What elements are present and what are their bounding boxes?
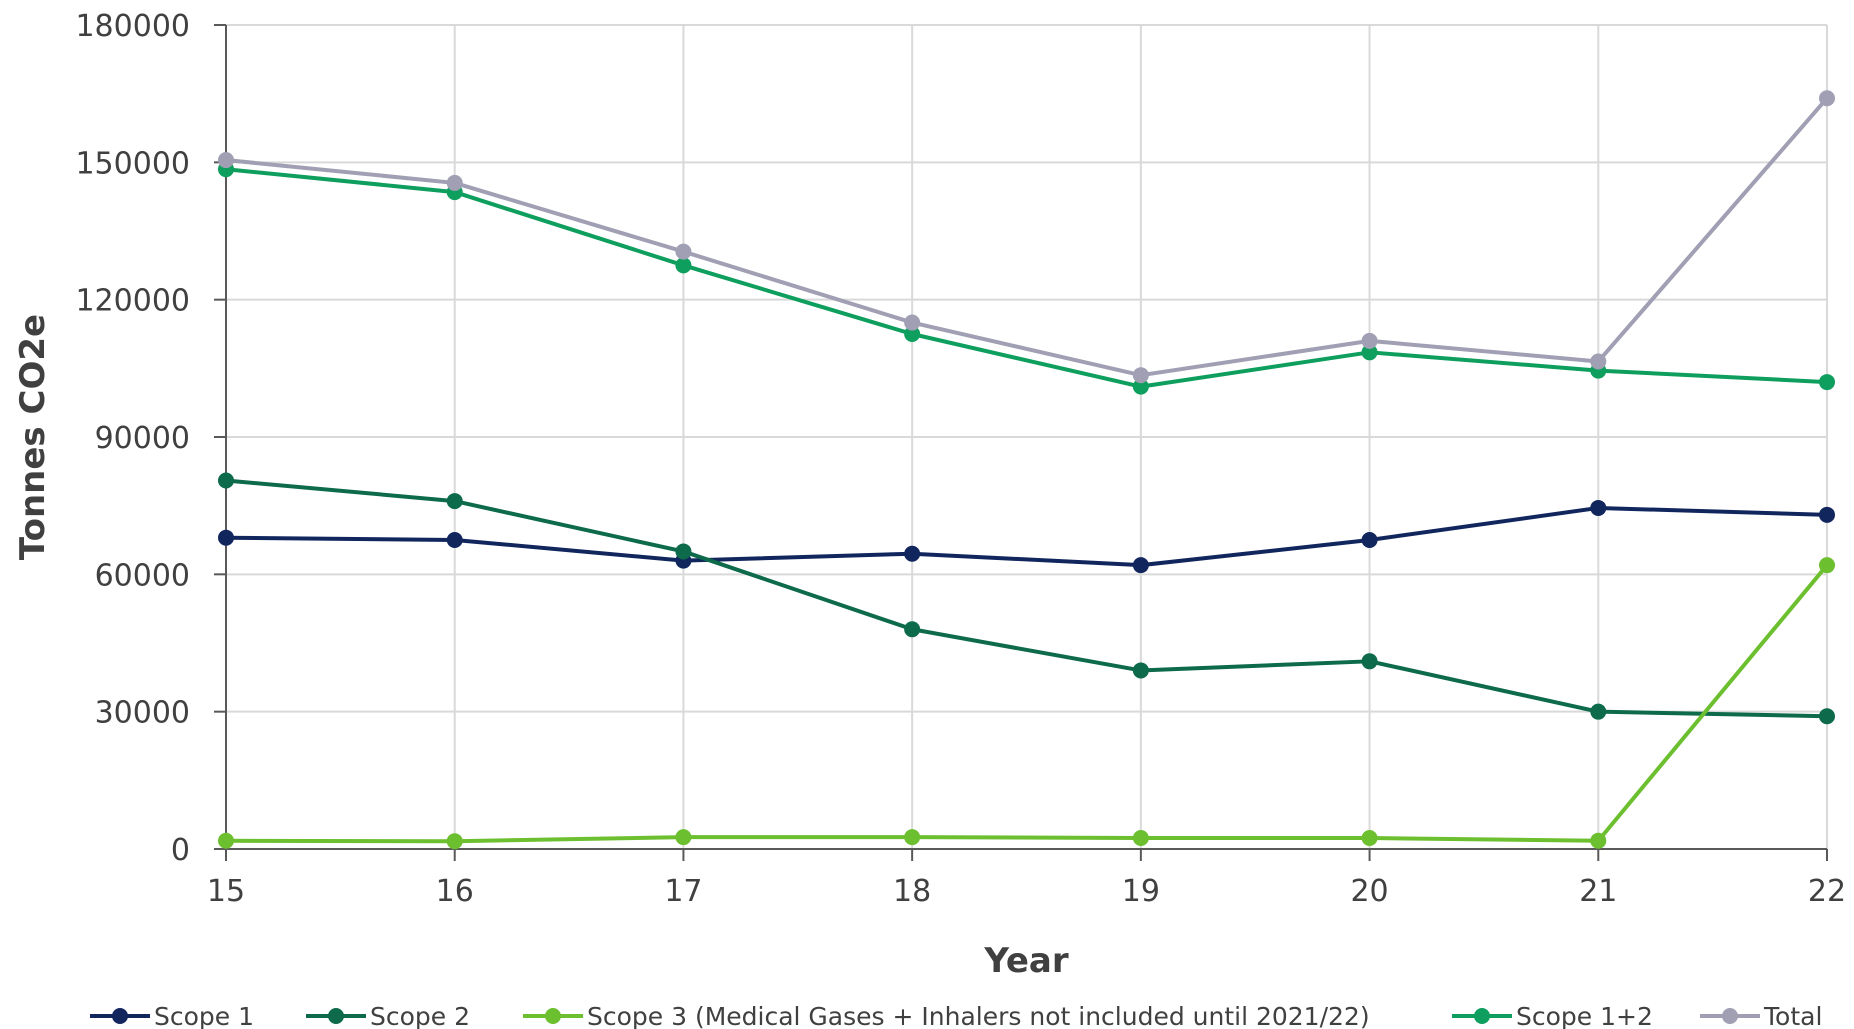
data-point — [1590, 703, 1607, 720]
data-point — [1819, 374, 1835, 391]
data-point — [446, 493, 463, 510]
x-tick-label: 18 — [893, 874, 931, 909]
series-line — [225, 505, 1828, 568]
legend-swatch-marker — [112, 1008, 128, 1024]
data-point — [1361, 344, 1378, 361]
legend-label: Total — [1763, 1002, 1822, 1029]
data-point — [218, 529, 234, 546]
y-tick-label: 180000 — [75, 9, 190, 44]
y-tick-label: 60000 — [95, 558, 190, 593]
y-tick-label: 150000 — [75, 146, 190, 181]
legend-label: Scope 1 — [154, 1002, 254, 1029]
data-point — [904, 829, 921, 846]
data-point — [1361, 532, 1378, 548]
data-point — [1132, 367, 1149, 384]
data-point — [1361, 332, 1378, 349]
data-point — [1132, 557, 1149, 574]
y-axis-ticks: 0 30000 60000 90000 120000 150000 180000 — [75, 9, 226, 868]
data-point — [446, 532, 463, 548]
series-line — [225, 478, 1828, 719]
x-tick-label: 17 — [664, 874, 702, 909]
series-lines — [218, 90, 1835, 850]
y-tick-label: 90000 — [95, 421, 190, 456]
data-point — [218, 152, 234, 169]
data-point — [446, 174, 463, 191]
data-point — [1590, 353, 1607, 370]
series-line — [225, 563, 1829, 844]
legend-label: Scope 1+2 — [1516, 1002, 1653, 1029]
gridlines — [226, 24, 1828, 849]
series-scope-2 — [218, 472, 1835, 725]
series-scope-3-medical-gases-in — [218, 557, 1835, 850]
y-tick-label: 30000 — [95, 696, 190, 731]
x-tick-label: 15 — [207, 874, 245, 909]
y-tick-label: 0 — [171, 833, 190, 868]
series-line — [225, 167, 1828, 389]
data-point — [904, 545, 921, 562]
legend-item: Scope 2 — [306, 1002, 470, 1029]
data-point — [904, 621, 921, 638]
series-total — [218, 90, 1835, 384]
data-point — [1132, 378, 1149, 395]
legend-swatch-marker — [328, 1008, 344, 1024]
series-scope-1 — [218, 499, 1835, 574]
x-tick-label: 22 — [1808, 874, 1846, 909]
x-tick-label: 20 — [1350, 874, 1388, 909]
legend-item: Total — [1700, 1002, 1822, 1029]
legend-swatch-marker — [545, 1008, 561, 1024]
data-point — [904, 326, 921, 342]
data-point — [1590, 499, 1607, 516]
x-tick-label: 21 — [1579, 874, 1617, 909]
legend-label: Scope 3 (Medical Gases + Inhalers not in… — [587, 1002, 1370, 1029]
data-point — [1819, 90, 1835, 107]
data-point — [218, 832, 234, 849]
data-point — [675, 257, 692, 274]
data-point — [1819, 506, 1835, 523]
data-point — [675, 543, 692, 560]
legend-item: Scope 1+2 — [1452, 1002, 1653, 1029]
data-point — [1132, 662, 1149, 679]
data-point — [1132, 830, 1149, 847]
data-point — [446, 833, 463, 850]
legend-item: Scope 3 (Medical Gases + Inhalers not in… — [523, 1002, 1370, 1029]
data-point — [904, 314, 921, 331]
legend-swatch-marker — [1474, 1008, 1490, 1024]
data-point — [1819, 557, 1835, 574]
data-point — [218, 472, 234, 489]
x-tick-label: 16 — [436, 874, 474, 909]
legend: Scope 1 Scope 2 Scope 3 (Medical Gases + I… — [90, 1002, 1822, 1029]
data-point — [1590, 832, 1607, 849]
x-axis-ticks: 15 16 17 18 19 20 21 22 — [207, 849, 1846, 909]
x-tick-label: 19 — [1122, 874, 1160, 909]
data-point — [675, 829, 692, 846]
y-tick-label: 120000 — [75, 284, 190, 319]
x-axis-title: Year — [983, 941, 1069, 981]
legend-item: Scope 1 — [90, 1002, 254, 1029]
data-point — [1361, 830, 1378, 847]
data-point — [675, 243, 692, 260]
legend-label: Scope 2 — [370, 1002, 470, 1029]
legend-swatch-marker — [1722, 1008, 1738, 1024]
data-point — [1361, 653, 1378, 670]
series-line — [225, 96, 1829, 378]
y-axis-title: Tonnes CO2e — [13, 314, 53, 560]
data-point — [1819, 708, 1835, 725]
